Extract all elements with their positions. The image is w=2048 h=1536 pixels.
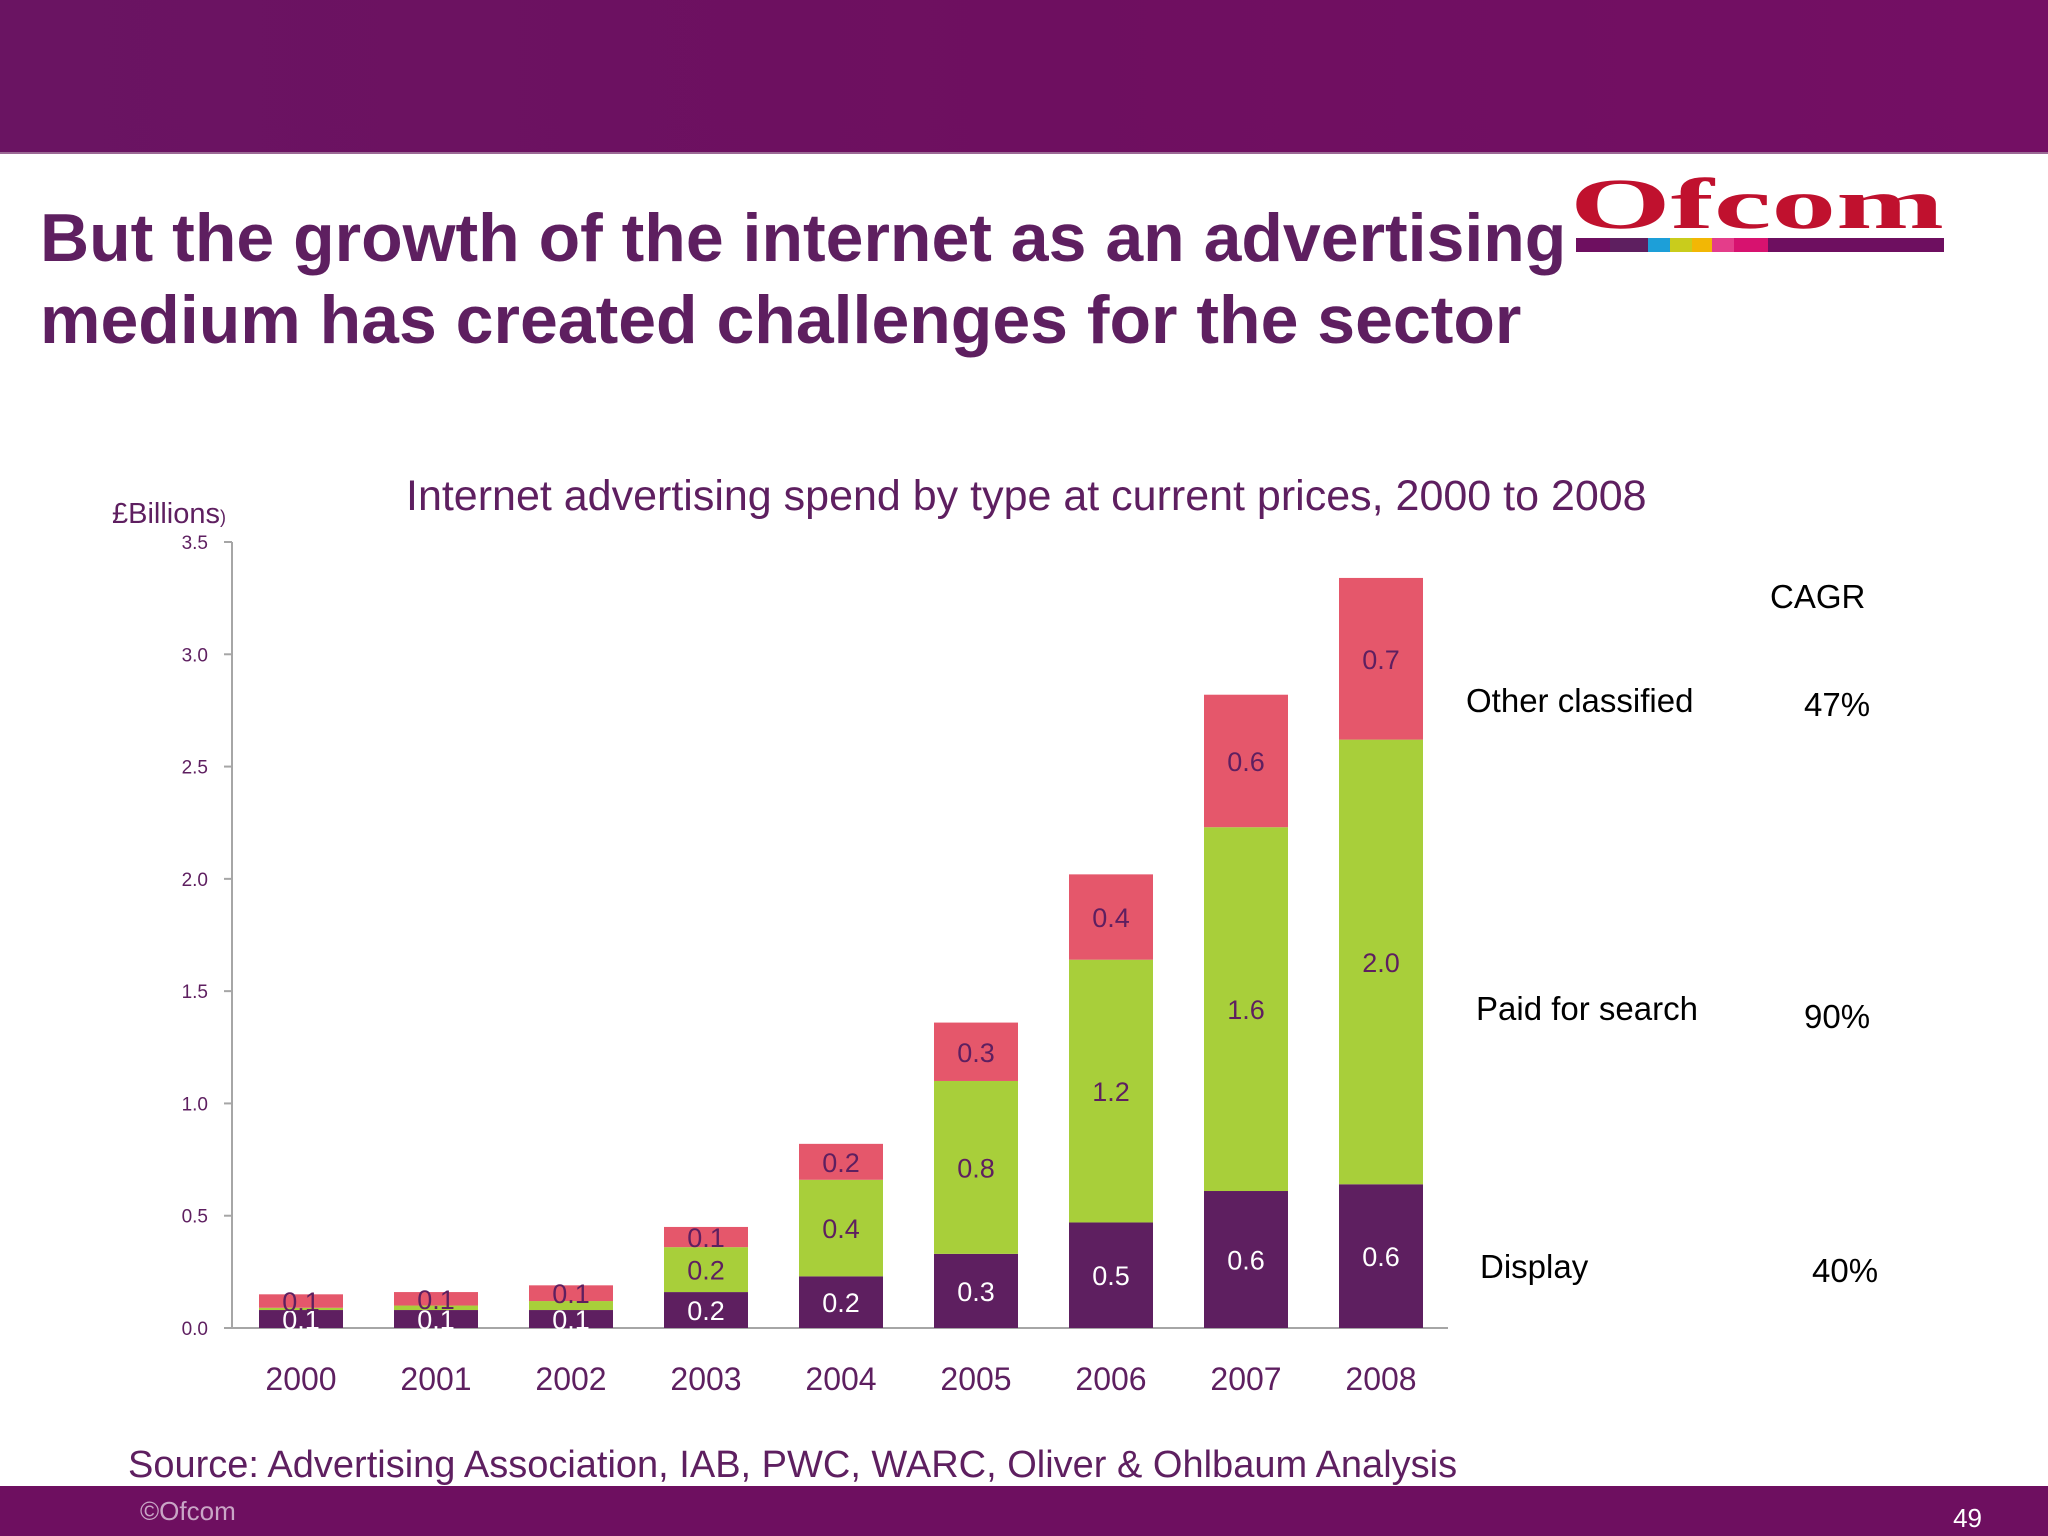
bar-paid-for-search-2003 [664,1247,748,1293]
legend-label-display: Display [1480,1248,1589,1285]
data-label-other-classified: 0.4 [1092,903,1130,933]
y-tick-label: 3.0 [182,645,208,666]
data-label-display: 0.6 [1227,1246,1265,1276]
x-tick-label: 2001 [400,1361,471,1397]
bar-display-2007 [1204,1191,1288,1328]
x-tick-label: 2007 [1210,1361,1281,1397]
chart-title: Internet advertising spend by type at cu… [406,472,1647,520]
bar-paid-for-search-2007 [1204,827,1288,1192]
bar-other-classified-2008 [1339,577,1423,740]
copyright-text: ©Ofcom [140,1496,236,1526]
ofcom-logo: Ofcom [1570,168,1944,252]
data-label-display: 0.3 [957,1277,995,1307]
data-label-display: 0.2 [687,1296,725,1326]
stacked-bar-chart: 0.0 0.5 1.0 1.5 2.0 2.5 3.0 3.5 0.1 0.1 2000 0.1 0.1… [182,533,1448,1397]
x-tick-label: 2004 [805,1361,876,1397]
bar-display-2002 [529,1310,613,1328]
bar-paid-for-search-2004 [799,1179,883,1277]
x-tick-label: 2008 [1345,1361,1416,1397]
bar-display-2000 [259,1310,343,1328]
data-label-paid-for-search: 1.2 [1092,1077,1130,1107]
data-label-other-classified: 0.1 [687,1223,725,1253]
data-label-paid-for-search: 0.2 [687,1256,725,1286]
headline-line-2: medium has created challenges for the se… [40,282,1522,358]
bar-paid-for-search-2005 [934,1080,1018,1254]
data-label-other-classified: 0.2 [822,1148,860,1178]
bar-other-classified-2003 [664,1226,748,1248]
data-label-display: 0.6 [1362,1242,1400,1272]
source-note: Source: Advertising Association, IAB, PW… [128,1444,1458,1486]
bar-other-classified-2006 [1069,874,1153,960]
data-label-other-classified: 0.3 [957,1038,995,1068]
headline-line-1: But the growth of the internet as an adv… [40,200,1567,276]
y-tick-label: 1.5 [182,982,208,1003]
bar-other-classified-2000 [259,1294,343,1308]
bar-other-classified-2007 [1204,694,1288,828]
bottom-banner [0,1486,2048,1536]
data-label-paid-for-search: 0.4 [822,1214,860,1244]
y-axis-label: £Billions [112,498,220,530]
bar-display-2008 [1339,1184,1423,1328]
data-label-paid-for-search: 0.8 [957,1153,995,1183]
y-tick-label: 2.5 [182,758,208,779]
bar-display-2003 [664,1292,748,1328]
bar-paid-for-search-2000 [259,1307,343,1311]
ofcom-logo-text: Ofcom [1570,168,1944,244]
bar-other-classified-2002 [529,1285,613,1302]
cagr-header: CAGR [1770,578,1866,615]
bar-other-classified-2005 [934,1022,1018,1081]
bar-other-classified-2004 [799,1143,883,1180]
x-tick-label: 2002 [535,1361,606,1397]
page-number: 49 [1953,1503,1982,1533]
x-tick-label: 2005 [940,1361,1011,1397]
x-tick-label: 2000 [265,1361,336,1397]
data-label-other-classified: 0.1 [417,1285,455,1315]
y-tick-label: 2.0 [182,870,208,891]
bar-paid-for-search-2001 [394,1305,478,1311]
bar-paid-for-search-2006 [1069,959,1153,1223]
y-tick-label: 1.0 [182,1094,208,1115]
cagr-value-display: 40% [1812,1252,1879,1289]
bar-display-2004 [799,1276,883,1328]
bar-other-classified-2001 [394,1292,478,1306]
legend-label-other-classified: Other classified [1466,682,1694,719]
bar-display-2001 [394,1310,478,1328]
data-label-paid-for-search: 1.6 [1227,995,1265,1025]
y-axis-label-suffix: ) [220,507,226,527]
data-label-other-classified: 0.6 [1227,747,1265,777]
y-tick-label: 3.5 [182,533,208,554]
data-label-display: 0.5 [1092,1261,1130,1291]
y-tick-label: 0.5 [182,1207,208,1228]
top-banner [0,0,2048,154]
bar-display-2006 [1069,1222,1153,1328]
bar-paid-for-search-2002 [529,1301,613,1311]
bar-display-2005 [934,1253,1018,1328]
data-label-other-classified: 0.1 [552,1279,590,1309]
cagr-value-other-classified: 47% [1804,686,1871,723]
legend-label-paid-for-search: Paid for search [1476,990,1698,1027]
bar-paid-for-search-2008 [1339,739,1423,1185]
data-label-other-classified: 0.7 [1362,645,1400,675]
y-axis-unit: £Billions) [112,498,226,531]
data-label-paid-for-search: 2.0 [1362,948,1400,978]
x-tick-label: 2006 [1075,1361,1146,1397]
x-tick-label: 2003 [670,1361,741,1397]
data-label-display: 0.2 [822,1288,860,1318]
slide-headline: But the growth of the internet as an adv… [40,197,1580,361]
y-tick-label: 0.0 [182,1319,208,1340]
cagr-value-paid-for-search: 90% [1804,998,1871,1035]
data-label-other-classified: 0.1 [282,1287,320,1317]
